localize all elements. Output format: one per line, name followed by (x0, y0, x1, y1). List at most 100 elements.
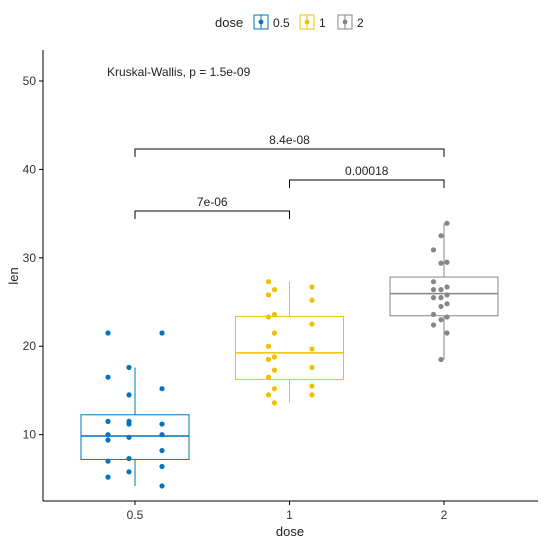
x-tick-label: 2 (441, 508, 448, 522)
data-point (126, 434, 132, 440)
kruskal-wallis-annotation: Kruskal-Wallis, p = 1.5e-09 (107, 65, 251, 79)
data-point (271, 367, 278, 373)
bracket-line (134, 210, 290, 219)
bracket-label: 7e-06 (197, 195, 228, 209)
y-tick-label: 30 (23, 251, 37, 265)
data-point (430, 311, 437, 318)
data-point (271, 287, 278, 293)
data-point (444, 301, 450, 307)
data-point (444, 259, 450, 265)
data-point (444, 330, 450, 336)
data-point (438, 287, 444, 293)
data-point (444, 220, 450, 226)
data-point (430, 295, 437, 301)
legend-items: 0.5 1 2 (253, 14, 364, 30)
data-point (271, 400, 278, 406)
legend-key-dot (304, 19, 310, 25)
data-point (105, 437, 111, 443)
y-axis-ticks: 10 20 30 40 50 (23, 74, 43, 442)
box-iqr (80, 414, 190, 460)
legend-key-dot (342, 19, 348, 25)
data-point (265, 292, 272, 298)
data-points (105, 220, 450, 489)
data-point (438, 295, 444, 301)
data-point (105, 330, 111, 336)
legend: dose 0.5 1 2 (215, 14, 364, 30)
y-axis-title: len (6, 267, 21, 284)
data-point (430, 287, 437, 293)
box-iqr (389, 276, 499, 317)
data-point (309, 346, 315, 352)
data-point (105, 432, 111, 438)
data-point (126, 392, 132, 398)
legend-item-2: 2 (337, 14, 364, 30)
data-point (126, 364, 132, 371)
data-point (438, 260, 444, 266)
data-point (438, 356, 444, 363)
data-point (430, 322, 437, 328)
y-tick-label: 10 (23, 428, 37, 442)
data-point (265, 343, 272, 349)
data-point (438, 317, 444, 323)
data-point (159, 330, 165, 336)
bracket-line (289, 179, 445, 188)
data-point (430, 247, 437, 253)
data-point (309, 364, 315, 371)
data-point (105, 474, 111, 480)
data-point (444, 314, 450, 320)
x-axis-title: dose (276, 524, 304, 539)
bracket-label: 0.00018 (345, 164, 389, 178)
data-point (105, 374, 111, 380)
y-tick-label: 50 (23, 74, 37, 88)
data-point (265, 356, 272, 363)
data-point (444, 292, 450, 298)
data-point (159, 421, 165, 427)
box-2 (389, 223, 499, 360)
bracket-0.5-2: 8.4e-08 (134, 133, 445, 158)
data-point (126, 455, 132, 462)
x-tick-label: 1 (286, 508, 293, 522)
bracket-label: 8.4e-08 (269, 133, 310, 147)
legend-label: 0.5 (273, 16, 290, 30)
bracket-1-2: 0.00018 (289, 164, 445, 188)
data-point (265, 314, 272, 320)
data-point (265, 279, 272, 285)
data-point (105, 418, 111, 425)
x-tick-label: 0.5 (127, 508, 144, 522)
data-point (271, 311, 278, 318)
legend-label: 2 (357, 16, 364, 30)
data-point (438, 233, 444, 239)
legend-item-0.5: 0.5 (253, 14, 290, 30)
data-point (271, 386, 278, 392)
data-point (126, 421, 132, 427)
data-point (271, 330, 278, 336)
legend-key-dot (258, 19, 264, 25)
boxes (80, 223, 499, 486)
data-point (265, 392, 272, 398)
y-tick-label: 20 (23, 339, 37, 353)
x-axis-ticks: 0.5 1 2 (127, 501, 448, 522)
data-point (126, 469, 132, 475)
data-point (309, 284, 315, 290)
legend-item-1: 1 (299, 14, 326, 30)
data-point (430, 279, 437, 285)
comparison-brackets: 7e-06 0.00018 8.4e-08 (134, 133, 445, 219)
data-point (309, 383, 315, 389)
data-point (444, 284, 450, 290)
box-0.5 (80, 367, 190, 486)
bracket-0.5-1: 7e-06 (134, 195, 290, 219)
bracket-line (134, 148, 445, 158)
data-point (309, 392, 315, 398)
data-point (159, 483, 165, 489)
legend-title: dose (215, 15, 243, 30)
data-point (159, 463, 165, 470)
data-point (271, 354, 278, 360)
box-iqr (235, 315, 344, 380)
data-point (309, 297, 315, 303)
data-point (309, 321, 315, 327)
data-point (159, 432, 165, 438)
data-point (159, 447, 165, 454)
y-tick-label: 40 (23, 162, 37, 176)
data-point (105, 458, 111, 464)
